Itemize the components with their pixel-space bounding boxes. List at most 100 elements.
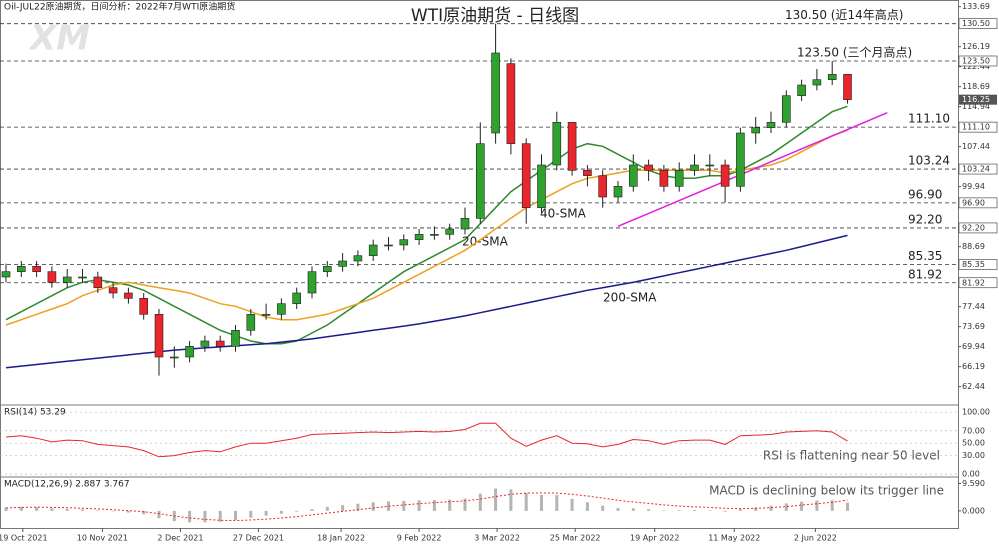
candle-body	[1, 271, 11, 278]
macd-bar	[341, 505, 345, 511]
y-tick-label: 66.19	[962, 362, 985, 371]
x-tick-label: 3 Mar 2022	[474, 534, 520, 543]
x-tick-label: 11 May 2022	[708, 534, 760, 543]
macd-bar	[249, 510, 253, 518]
macd-bar	[769, 505, 773, 511]
x-tick-label: 18 Jan 2022	[317, 534, 365, 543]
macd-bar	[662, 510, 666, 511]
candle-body	[736, 132, 745, 187]
rsi-tick-label: 0.00	[962, 470, 980, 479]
y-tick-label: 114.94	[962, 102, 990, 111]
macd-note: MACD is declining below its trigger line	[709, 484, 944, 498]
candle-body	[751, 127, 761, 134]
candle-body	[185, 346, 194, 358]
macd-bar	[142, 510, 146, 515]
candle-body	[506, 63, 516, 144]
x-tick-label: 27 Dec 2021	[233, 534, 284, 543]
candle-body	[32, 266, 41, 272]
candle-body	[552, 122, 562, 166]
macd-bar	[295, 510, 299, 512]
macd-bar	[509, 489, 513, 511]
macd-bar	[387, 501, 390, 511]
macd-bar	[402, 500, 406, 511]
x-tick-label: 2 Dec 2021	[157, 534, 203, 543]
macd-bar	[677, 510, 681, 511]
macd-bar	[830, 500, 834, 511]
macd-bar	[126, 510, 130, 513]
level-label: 96.90	[908, 187, 942, 201]
candle-body	[812, 79, 822, 86]
macd-bar	[81, 509, 84, 511]
candle-body	[720, 164, 730, 187]
level-axis-label: 130.50	[962, 19, 990, 28]
macd-tick-label: 9.590	[962, 479, 985, 488]
candle-body	[200, 340, 210, 347]
candle-body	[399, 239, 409, 246]
candle-body	[170, 356, 179, 359]
level-label: 85.35	[908, 249, 942, 263]
x-tick-label: 19 Oct 2021	[0, 534, 48, 543]
x-tick-label: 19 Apr 2022	[630, 534, 679, 543]
macd-bar	[784, 503, 788, 511]
level-box	[958, 163, 998, 175]
candle-body	[644, 164, 653, 171]
last-price-label: 116.25	[962, 95, 990, 104]
level-box	[958, 55, 998, 67]
candle-body	[674, 170, 684, 187]
level-box	[958, 121, 998, 133]
macd-bar	[846, 502, 849, 511]
candle-body	[628, 164, 638, 187]
macd-bar	[356, 503, 360, 511]
candle-body	[537, 164, 546, 208]
macd-bar	[371, 502, 375, 511]
candle-body	[215, 340, 225, 347]
candle-body	[154, 314, 164, 358]
level-box	[958, 222, 998, 234]
sma-line	[5, 129, 848, 326]
level-label: 130.50 (近14年高点)	[785, 7, 903, 22]
candle-body	[62, 276, 72, 283]
sma-line	[5, 105, 848, 345]
candle-body	[781, 95, 791, 123]
macd-bar	[585, 502, 589, 511]
macd-bar	[463, 498, 467, 511]
macd-bar	[631, 508, 635, 511]
x-tick-label: 10 Nov 2021	[77, 534, 128, 543]
candle-body	[384, 244, 393, 247]
candle-body	[690, 164, 699, 171]
sma-label: 40-SMA	[540, 207, 587, 221]
macd-bar	[19, 506, 23, 511]
candle-body	[705, 164, 715, 167]
level-label: 111.10	[908, 112, 950, 126]
x-tick-label: 25 Mar 2022	[550, 534, 601, 543]
macd-bar	[432, 500, 436, 511]
candle-body	[124, 292, 133, 299]
rsi-tick-label: 50.00	[962, 439, 985, 448]
sma-label: 200-SMA	[603, 291, 657, 305]
y-tick-label: 107.44	[962, 142, 990, 151]
candle-body	[277, 303, 286, 315]
level-box	[958, 18, 998, 29]
macd-bar	[111, 510, 115, 512]
candle-body	[460, 218, 470, 230]
rsi-tick-label: 30.00	[962, 451, 985, 460]
macd-bar	[601, 505, 605, 511]
rsi-line	[5, 422, 848, 458]
candle-body	[583, 170, 592, 176]
candle-body	[659, 170, 669, 187]
y-tick-label: 73.69	[962, 322, 985, 331]
candle-body	[598, 175, 608, 198]
macd-bar	[693, 510, 696, 511]
candle-body	[338, 260, 347, 267]
candle-body	[613, 186, 623, 198]
macd-bar	[494, 488, 498, 511]
candle-body	[139, 298, 148, 315]
y-tick-label: 118.69	[962, 82, 990, 91]
macd-bar	[738, 509, 742, 511]
y-tick-label: 99.94	[962, 182, 985, 191]
last-price-box	[959, 94, 997, 105]
macd-bar	[754, 507, 758, 511]
macd-bar	[279, 510, 283, 514]
level-label: 81.92	[908, 267, 942, 281]
